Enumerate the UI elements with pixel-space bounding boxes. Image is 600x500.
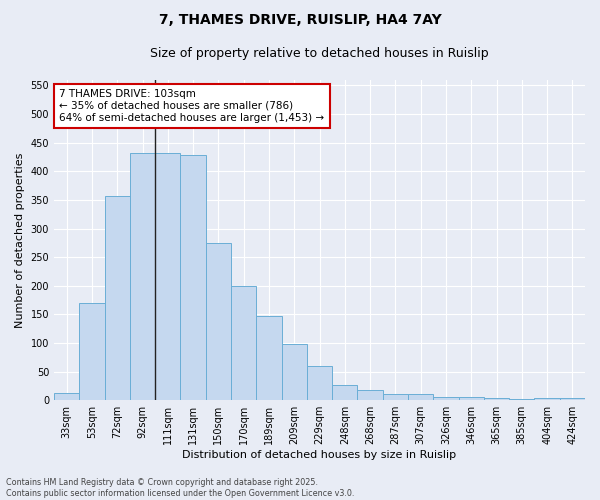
Text: Contains HM Land Registry data © Crown copyright and database right 2025.
Contai: Contains HM Land Registry data © Crown c… xyxy=(6,478,355,498)
Bar xyxy=(130,153,155,400)
Bar xyxy=(181,156,206,400)
Bar xyxy=(155,153,181,400)
Bar xyxy=(79,303,104,400)
Bar xyxy=(358,390,383,400)
Bar xyxy=(484,398,509,400)
Bar xyxy=(307,366,332,400)
Bar xyxy=(535,398,560,400)
Bar xyxy=(509,399,535,400)
Bar xyxy=(383,394,408,400)
Bar xyxy=(104,196,130,400)
Bar xyxy=(281,344,307,400)
Bar xyxy=(54,394,79,400)
Bar xyxy=(231,286,256,400)
Text: 7 THAMES DRIVE: 103sqm
← 35% of detached houses are smaller (786)
64% of semi-de: 7 THAMES DRIVE: 103sqm ← 35% of detached… xyxy=(59,90,325,122)
Title: Size of property relative to detached houses in Ruislip: Size of property relative to detached ho… xyxy=(150,48,489,60)
X-axis label: Distribution of detached houses by size in Ruislip: Distribution of detached houses by size … xyxy=(182,450,457,460)
Y-axis label: Number of detached properties: Number of detached properties xyxy=(15,152,25,328)
Bar xyxy=(256,316,281,400)
Bar xyxy=(433,397,458,400)
Bar xyxy=(408,394,433,400)
Bar xyxy=(458,398,484,400)
Bar xyxy=(206,243,231,400)
Bar xyxy=(560,398,585,400)
Bar xyxy=(332,386,358,400)
Text: 7, THAMES DRIVE, RUISLIP, HA4 7AY: 7, THAMES DRIVE, RUISLIP, HA4 7AY xyxy=(158,12,442,26)
